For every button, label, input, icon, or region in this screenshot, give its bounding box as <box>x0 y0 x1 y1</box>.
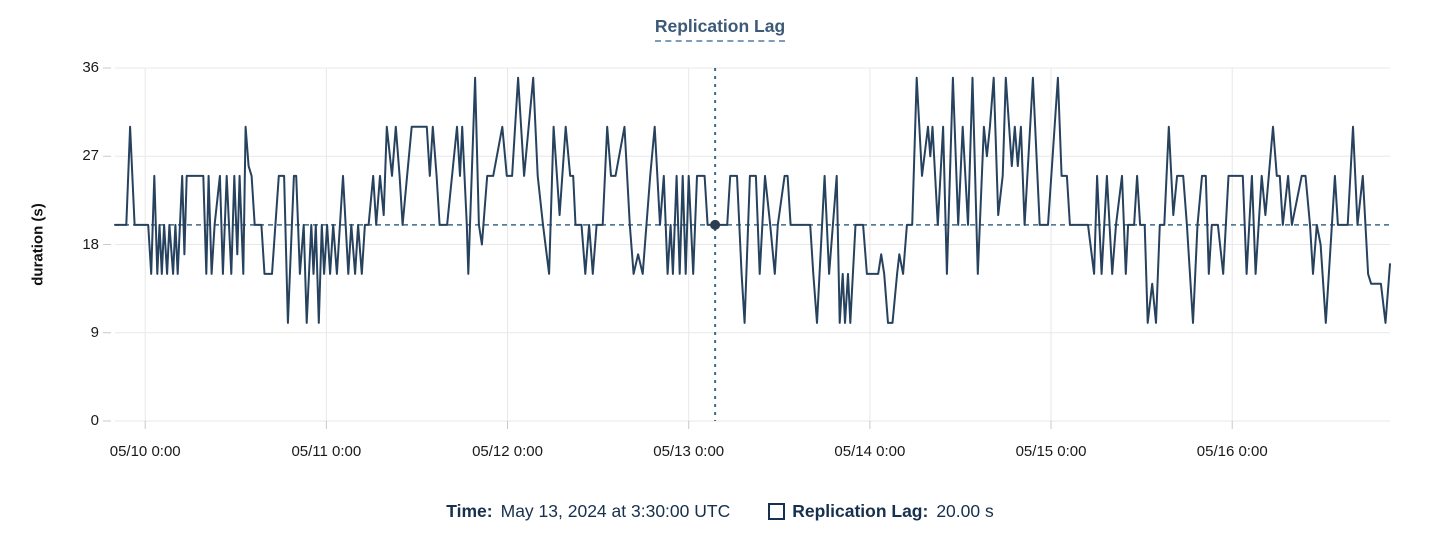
legend-square-icon <box>768 503 786 520</box>
tooltip-time-value: May 13, 2024 at 3:30:00 UTC <box>500 501 731 521</box>
y-tick-label: 27 <box>82 147 99 165</box>
y-tick-label: 0 <box>90 412 99 429</box>
tooltip-bar: Time: May 13, 2024 at 3:30:00 UTC Replic… <box>0 501 1440 522</box>
x-tick-label: 05/13 0:00 <box>653 443 725 460</box>
x-tick-label: 05/14 0:00 <box>834 443 906 460</box>
tooltip-series-label: Replication Lag: <box>792 501 929 521</box>
y-tick-label: 18 <box>82 235 99 253</box>
chart-header: Replication Lag <box>0 16 1440 42</box>
tooltip-time-label: Time: <box>446 501 493 521</box>
replication-lag-line <box>114 76 1391 324</box>
y-tick-label: 9 <box>90 323 99 341</box>
crosshair-dot <box>710 219 721 230</box>
y-tick-label: 36 <box>82 59 99 76</box>
plot-area[interactable] <box>103 67 1391 429</box>
x-tick-label: 05/15 0:00 <box>1015 443 1087 460</box>
x-tick-label: 05/16 0:00 <box>1196 443 1268 460</box>
tooltip-series-value: 20.00 s <box>936 501 994 521</box>
chart-title-legend[interactable]: Replication Lag <box>654 16 786 42</box>
y-axis-title: duration (s) <box>29 203 47 286</box>
x-tick-label: 05/11 0:00 <box>291 443 362 460</box>
x-tick-label: 05/12 0:00 <box>472 443 543 460</box>
x-tick-label: 05/10 0:00 <box>109 443 181 460</box>
line-chart-canvas[interactable] <box>103 67 1391 429</box>
